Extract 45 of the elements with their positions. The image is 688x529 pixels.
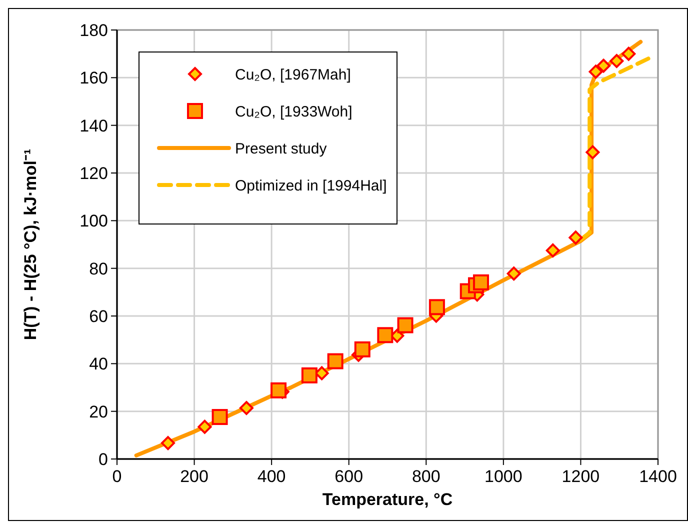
point [239, 400, 254, 415]
legend-label: Cu₂O, [1967Mah] [235, 66, 351, 84]
x-tick-label: 400 [257, 467, 286, 486]
point [428, 299, 445, 316]
x-axis-title: Temperature, °C [322, 490, 453, 509]
x-tick-label: 0 [112, 467, 122, 486]
point [610, 54, 624, 68]
point [212, 409, 228, 426]
legend-label: Optimized in [1994Hal] [235, 177, 387, 194]
y-tick-label: 20 [89, 402, 108, 422]
y-tick-label: 120 [80, 164, 108, 183]
y-tick-label: 0 [98, 450, 108, 469]
point [377, 327, 394, 344]
y-tick-label: 160 [80, 68, 108, 88]
point [568, 230, 583, 245]
y-tick-label: 60 [89, 306, 108, 326]
point [327, 353, 344, 370]
point [596, 58, 611, 73]
point [588, 64, 603, 79]
point [622, 46, 636, 61]
y-tick-label: 140 [80, 116, 108, 136]
line-series [134, 40, 643, 458]
point [586, 145, 600, 160]
point [473, 274, 490, 290]
x-tick-label: 800 [412, 467, 440, 486]
point [397, 317, 414, 334]
point [270, 382, 287, 398]
legend-label: Cu₂O, [1933Woh] [235, 103, 352, 120]
x-tick-label: 1200 [562, 467, 600, 486]
point [301, 367, 318, 384]
x-tick-label: 1400 [639, 467, 677, 486]
x-tick-label: 1000 [484, 467, 522, 486]
y-tick-label: 100 [80, 212, 108, 231]
point [354, 341, 370, 358]
legend-label: Present study [235, 140, 328, 158]
point [198, 420, 212, 434]
x-tick-label: 600 [334, 467, 364, 486]
point [506, 266, 521, 281]
y-tick-label: 180 [80, 20, 108, 40]
y-tick-label: 40 [89, 354, 108, 374]
point [546, 243, 560, 258]
point [161, 436, 176, 450]
y-tick-label: 80 [89, 259, 108, 278]
y-axis-title: H(T) - H(25 °C), kJ·mol⁻¹ [21, 148, 40, 340]
x-tick-label: 200 [180, 467, 208, 486]
